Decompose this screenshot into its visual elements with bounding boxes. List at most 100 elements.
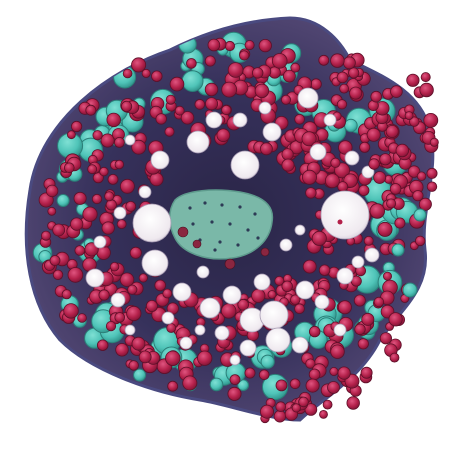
red-cell — [106, 112, 121, 128]
vacuole — [132, 203, 172, 243]
fringe-red-cell — [406, 73, 420, 87]
red-cell — [131, 336, 146, 351]
fringe-red-cell — [289, 378, 301, 390]
red-cell — [73, 191, 87, 205]
fringe-red-cell — [423, 113, 439, 128]
red-cell — [358, 184, 370, 196]
red-cell — [100, 133, 115, 148]
red-cell — [271, 53, 288, 69]
vacuole — [320, 190, 370, 240]
red-cell — [165, 350, 181, 367]
red-cell — [259, 142, 273, 156]
red-cell — [96, 339, 109, 351]
fringe-red-cell — [330, 53, 345, 68]
vacuole — [194, 324, 206, 336]
central-dot — [191, 222, 195, 226]
fringe-red-cell — [275, 401, 287, 413]
red-cell — [114, 312, 125, 323]
central-dot — [238, 205, 242, 209]
red-cell — [301, 131, 317, 147]
red-cell — [302, 259, 317, 274]
vacuole — [265, 327, 291, 353]
red-cell — [281, 148, 294, 161]
red-cell — [290, 62, 301, 73]
vacuole — [333, 323, 347, 337]
central-dot — [236, 243, 240, 247]
red-cell — [274, 275, 285, 286]
red-cell — [128, 360, 139, 371]
vacuole — [364, 247, 380, 263]
central-dot — [210, 220, 214, 224]
red-cell — [119, 272, 135, 287]
fringe-red-cell — [342, 56, 356, 70]
vacuole — [205, 111, 223, 129]
red-cell — [85, 104, 97, 116]
red-cell — [164, 126, 175, 137]
red-cell — [67, 267, 84, 283]
red-cell — [194, 99, 206, 110]
central-region-dots — [177, 201, 270, 270]
fringe-red-cell — [395, 143, 410, 158]
vacuole — [124, 324, 136, 336]
red-cell — [122, 68, 133, 79]
vacuole — [336, 267, 354, 285]
fringe-red-cell — [318, 54, 330, 66]
red-cell — [221, 81, 238, 98]
red-cell — [294, 114, 305, 125]
fringe-red-cell — [304, 403, 318, 416]
red-cell — [49, 255, 61, 266]
red-cell — [337, 300, 352, 315]
fringe-red-cell — [319, 409, 328, 419]
fringe-red-cell — [336, 71, 349, 84]
vacuole — [309, 143, 327, 161]
red-cell — [377, 221, 393, 237]
central-teal-region — [169, 189, 274, 260]
vacuole — [93, 235, 107, 249]
vacuole — [150, 150, 170, 170]
fringe-red-cell — [418, 197, 432, 211]
fringe-red-cell — [426, 167, 438, 179]
red-cell — [63, 303, 79, 319]
vacuole — [361, 165, 375, 179]
central-dot — [218, 240, 222, 244]
vacuole-layer — [85, 87, 380, 366]
vacuole — [344, 150, 360, 166]
red-cell — [114, 136, 125, 148]
red-cell — [109, 262, 120, 272]
fringe-red-cell — [390, 85, 403, 98]
red-cell — [258, 38, 272, 53]
vacuole — [239, 339, 257, 357]
red-cell — [74, 245, 86, 256]
red-cell — [394, 217, 406, 229]
fringe-red-cell — [386, 198, 397, 209]
vacuole — [172, 282, 192, 302]
fringe-red-cell — [349, 86, 363, 100]
red-cell — [162, 288, 173, 299]
vacuole — [295, 280, 315, 300]
fringe-red-cell — [379, 153, 392, 166]
teal-cell — [133, 368, 147, 382]
red-cell — [229, 374, 241, 386]
fringe-red-cell — [357, 338, 369, 350]
vacuole — [259, 300, 289, 330]
red-cell — [131, 57, 147, 73]
fringe-red-cell — [412, 190, 424, 202]
red-cell — [92, 130, 103, 141]
red-cell — [138, 350, 152, 364]
red-cell — [105, 320, 117, 332]
red-cell — [309, 325, 321, 338]
red-cell — [267, 290, 277, 299]
fringe-red-cell — [404, 111, 414, 120]
fringe-red-cell — [429, 137, 439, 147]
red-cell — [227, 62, 244, 78]
red-cell — [138, 273, 148, 283]
teal-cell — [344, 118, 358, 133]
fringe-red-cell — [419, 82, 434, 98]
red-cell — [105, 199, 117, 211]
vacuole — [124, 134, 136, 146]
red-cell — [149, 172, 164, 187]
red-cell — [99, 166, 109, 177]
vacuole — [323, 113, 337, 127]
central-dot — [228, 222, 232, 226]
vacuole — [230, 150, 260, 180]
